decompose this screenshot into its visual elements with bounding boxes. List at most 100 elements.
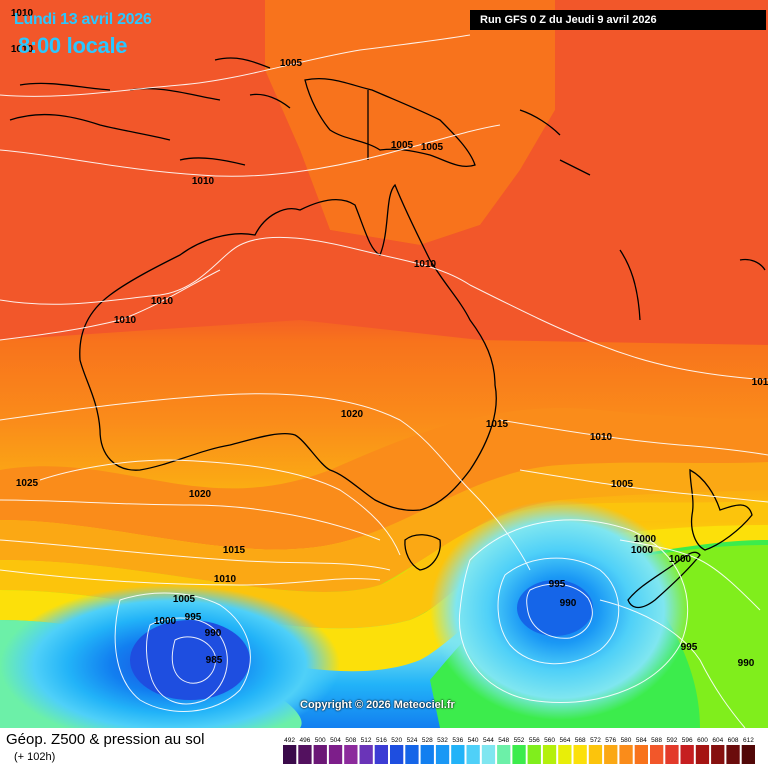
scale-swatch [481,745,496,764]
isobar-label: 1015 [223,545,246,556]
scale-label: 600 [697,737,708,744]
isobar-label: 1000 [154,616,177,627]
scale-swatch [604,745,618,764]
scale-swatch [695,745,710,764]
isobar-label: 1000 [669,554,692,565]
isobar-label: 1015 [486,419,509,430]
scale-label: 580 [621,737,632,744]
scale-swatch [390,745,404,764]
isobars [0,34,768,728]
scale-label: 532 [437,737,448,744]
scale-label: 612 [743,737,754,744]
scale-swatch [497,745,511,764]
scale-label: 588 [651,737,662,744]
scale-swatch [527,745,541,764]
isobar-label: 1010 [590,432,613,443]
scale-swatch [650,745,664,764]
scale-label: 544 [483,737,494,744]
scale-label: 524 [407,737,418,744]
scale-swatch [451,745,465,764]
isobar-label: 1010 [214,574,237,585]
scale-swatch [405,745,419,764]
scale-label: 540 [468,737,479,744]
scale-swatch [298,745,312,764]
isobar-label: 995 [549,579,566,590]
scale-label: 596 [682,737,693,744]
scale-swatch [573,745,587,764]
isobar-label: 995 [681,642,698,653]
scale-label: 564 [559,737,570,744]
forecast-time: 8:00 locale [18,33,128,58]
scale-label: 512 [361,737,372,744]
scale-swatch [680,745,694,764]
scale-swatch [726,745,740,764]
scale-swatch [344,745,358,764]
scale-label: 552 [514,737,525,744]
isobar-labels: 1010 1010 1005 1005 1005 1010 1010 1010 … [11,8,768,669]
scale-label: 556 [529,737,540,744]
scale-label: 508 [345,737,356,744]
isobar-label: 1005 [421,142,444,153]
scale-label: 528 [422,737,433,744]
scale-swatch [374,745,388,764]
scale-swatch [466,745,480,764]
scale-label: 584 [636,737,647,744]
forecast-date: Lundi 13 avril 2026 [14,11,152,28]
isobar-label: 1005 [391,140,414,151]
isobar-label: 1000 [631,545,654,556]
isobar-label: 1005 [280,58,303,69]
scale-swatch [634,745,648,764]
scale-swatch [420,745,434,764]
scale-swatch [328,745,343,764]
isobar-label: 1010 [151,296,174,307]
isobar-label: 1025 [16,478,39,489]
isobar-label: 990 [738,658,755,669]
z500-band-orange [0,0,555,245]
isobar-label: 1010 [114,315,137,326]
scale-swatch [741,745,755,764]
forecast-lead-time: (+ 102h) [14,751,56,763]
isobar-label: 1010 [414,259,437,270]
isobar-label: 1000 [634,534,657,545]
scale-label: 504 [330,737,341,744]
low-pressure-east-core [517,580,593,636]
low-pressure-west-core [130,620,250,700]
chart-title: Géop. Z500 & pression au sol [6,731,205,748]
weather-map: 1010 1010 1005 1005 1005 1010 1010 1010 … [0,0,768,728]
z500-band-red-north [0,0,768,345]
run-info-badge: Run GFS 0 Z du Jeudi 9 avril 2026 [470,10,766,30]
scale-label: 492 [284,737,295,744]
z500-band-580 [0,408,768,550]
scale-label: 496 [299,737,310,744]
isobar-label: 1005 [173,594,196,605]
scale-label: 572 [590,737,601,744]
scale-label: 592 [666,737,677,744]
color-scale-legend: 492 496 500 504 508 512 516 520 524 528 532 536 540 5… [283,737,755,764]
isobar-label: 101 [752,377,768,388]
scale-label: 548 [498,737,509,744]
copyright-text: Copyright © 2026 Meteociel.fr [300,699,455,711]
z500-band-576 [0,462,768,592]
scale-swatch [619,745,633,764]
isobar-label: 990 [205,628,222,639]
isobar-label: 990 [560,598,577,609]
scale-swatch [588,745,603,764]
scale-label: 516 [376,737,387,744]
isobar-label: 985 [206,655,223,666]
scale-swatch [542,745,557,764]
scale-swatch [558,745,572,764]
isobar-label: 995 [185,612,202,623]
scale-label: 500 [315,737,326,744]
scale-label: 576 [605,737,616,744]
scale-label: 604 [712,737,723,744]
scale-label: 536 [452,737,463,744]
isobar-label: 1020 [189,489,212,500]
scale-label: 520 [391,737,402,744]
scale-swatch [435,745,450,764]
scale-swatch [283,745,297,764]
scale-swatch [711,745,725,764]
isobar-label: 1010 [11,8,34,19]
scale-label: 560 [544,737,555,744]
scale-label: 608 [728,737,739,744]
